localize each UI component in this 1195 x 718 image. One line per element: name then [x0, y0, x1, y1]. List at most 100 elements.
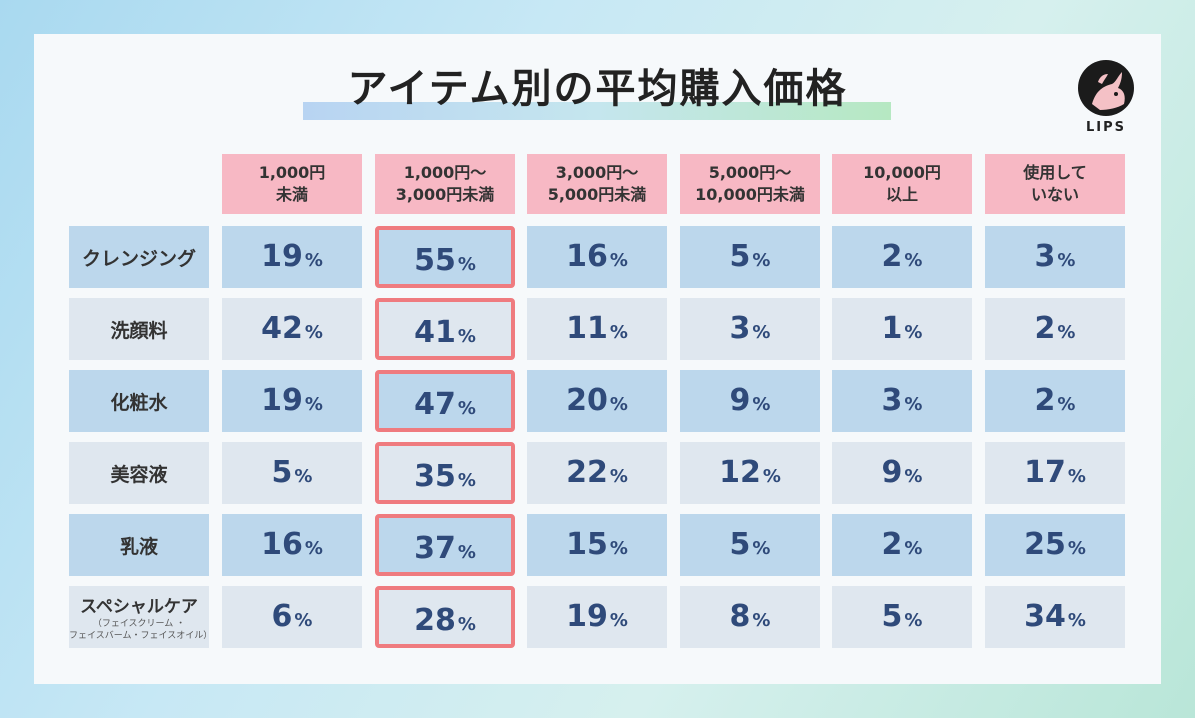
- data-cell: 3%: [832, 370, 972, 432]
- data-cell: 8%: [680, 586, 820, 648]
- cell-unit: %: [457, 326, 476, 347]
- data-cell: 5%: [832, 586, 972, 648]
- cell-value: 3: [881, 383, 903, 418]
- cell-value: 35: [414, 459, 456, 494]
- cell-unit: %: [304, 394, 323, 415]
- cell-value: 19: [566, 599, 608, 634]
- cell-value: 8: [729, 599, 751, 634]
- data-cell: 3%: [680, 298, 820, 360]
- cell-unit: %: [609, 250, 628, 271]
- cell-value: 6: [271, 599, 293, 634]
- cell-value: 55: [414, 243, 456, 278]
- cell-unit: %: [904, 250, 923, 271]
- data-cell: 6%: [222, 586, 362, 648]
- cell-value: 47: [414, 387, 456, 422]
- data-cell: 35%: [375, 442, 515, 504]
- row-label: クレンジング: [69, 226, 209, 288]
- column-header: 1,000円 未満: [222, 154, 362, 214]
- row-label: スペシャルケア （フェイスクリーム ・ フェイスバーム・フェイスオイル）: [69, 586, 212, 648]
- data-cell: 25%: [985, 514, 1125, 576]
- cell-unit: %: [609, 538, 628, 559]
- cell-unit: %: [752, 250, 771, 271]
- cell-value: 2: [1034, 383, 1056, 418]
- data-cell: 16%: [222, 514, 362, 576]
- column-header: 10,000円 以上: [832, 154, 972, 214]
- cell-unit: %: [457, 614, 476, 635]
- cell-unit: %: [1057, 250, 1076, 271]
- data-cell: 2%: [985, 370, 1125, 432]
- row-label-text: 化粧水: [110, 391, 168, 414]
- cell-unit: %: [609, 394, 628, 415]
- data-cell: 5%: [222, 442, 362, 504]
- cell-unit: %: [752, 394, 771, 415]
- cell-unit: %: [304, 322, 323, 343]
- data-cell: 11%: [527, 298, 667, 360]
- cell-unit: %: [457, 398, 476, 419]
- cell-unit: %: [1057, 394, 1076, 415]
- row-label-text: 美容液: [110, 463, 168, 486]
- cell-value: 16: [261, 527, 303, 562]
- cell-unit: %: [904, 394, 923, 415]
- logo-text: LIPS: [1085, 120, 1126, 135]
- data-cell: 2%: [832, 226, 972, 288]
- data-cell: 2%: [832, 514, 972, 576]
- data-cell: 22%: [527, 442, 667, 504]
- column-header: 3,000円～ 5,000円未満: [527, 154, 667, 214]
- data-cell: 55%: [375, 226, 515, 288]
- data-cell: 5%: [680, 514, 820, 576]
- cell-value: 19: [261, 239, 303, 274]
- cell-value: 28: [414, 603, 456, 638]
- data-cell: 42%: [222, 298, 362, 360]
- data-cell: 19%: [527, 586, 667, 648]
- data-cell: 19%: [222, 370, 362, 432]
- row-label-text: クレンジング: [81, 247, 196, 270]
- cell-value: 11: [566, 311, 608, 346]
- cell-unit: %: [904, 322, 923, 343]
- cell-value: 37: [414, 531, 456, 566]
- cell-value: 5: [729, 239, 751, 274]
- data-cell: 2%: [985, 298, 1125, 360]
- data-cell: 20%: [527, 370, 667, 432]
- cell-value: 3: [729, 311, 751, 346]
- cell-unit: %: [752, 538, 771, 559]
- cell-value: 9: [729, 383, 751, 418]
- data-cell: 16%: [527, 226, 667, 288]
- data-cell: 3%: [985, 226, 1125, 288]
- data-cell: 47%: [375, 370, 515, 432]
- cell-value: 2: [1034, 311, 1056, 346]
- cell-unit: %: [1067, 538, 1086, 559]
- cell-value: 25: [1024, 527, 1066, 562]
- cell-value: 2: [881, 239, 903, 274]
- cell-unit: %: [904, 466, 923, 487]
- title-underline: [303, 102, 891, 120]
- cell-unit: %: [1067, 610, 1086, 631]
- column-header: 使用して いない: [985, 154, 1125, 214]
- cell-value: 42: [261, 311, 303, 346]
- cell-unit: %: [304, 250, 323, 271]
- deer-icon: [1078, 60, 1134, 116]
- row-label-text: 乳液: [119, 535, 158, 558]
- data-cell: 15%: [527, 514, 667, 576]
- cell-value: 1: [881, 311, 903, 346]
- cell-value: 19: [261, 383, 303, 418]
- data-cell: 19%: [222, 226, 362, 288]
- cell-unit: %: [294, 610, 313, 631]
- cell-value: 5: [881, 599, 903, 634]
- cell-unit: %: [294, 466, 313, 487]
- data-cell: 17%: [985, 442, 1125, 504]
- row-label-text: 洗顔料: [110, 319, 168, 342]
- cell-unit: %: [904, 538, 923, 559]
- lips-logo: LIPS: [1078, 60, 1134, 136]
- cell-value: 5: [729, 527, 751, 562]
- data-cell: 28%: [375, 586, 515, 648]
- cell-value: 15: [566, 527, 608, 562]
- cell-value: 16: [566, 239, 608, 274]
- cell-unit: %: [304, 538, 323, 559]
- cell-unit: %: [457, 470, 476, 491]
- cell-value: 12: [719, 455, 761, 490]
- data-cell: 41%: [375, 298, 515, 360]
- cell-value: 3: [1034, 239, 1056, 274]
- cell-value: 17: [1024, 455, 1066, 490]
- cell-unit: %: [609, 322, 628, 343]
- cell-unit: %: [1067, 466, 1086, 487]
